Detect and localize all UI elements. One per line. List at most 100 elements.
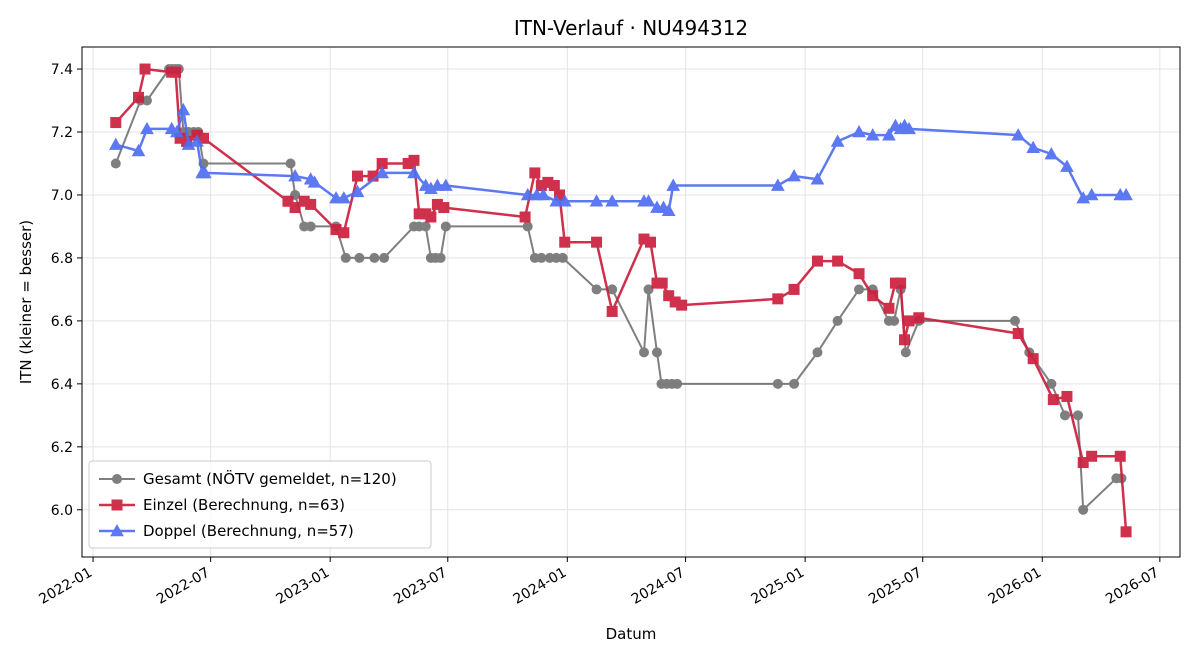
series-layer [108, 63, 1133, 538]
data-point [895, 277, 907, 289]
data-point [440, 221, 451, 232]
data-point [889, 315, 900, 326]
data-point [282, 195, 294, 207]
data-point [883, 302, 895, 314]
data-point [520, 187, 535, 201]
data-point [522, 221, 533, 232]
legend-box [88, 460, 432, 549]
y-tick-label: 6.0 [51, 503, 73, 519]
data-point [672, 378, 683, 389]
data-point [903, 315, 915, 327]
data-point [131, 143, 146, 157]
data-point [770, 178, 785, 191]
data-point [787, 169, 801, 182]
data-point [913, 312, 925, 324]
data-point [1072, 410, 1083, 421]
data-point [832, 255, 844, 267]
data-point [1047, 394, 1059, 406]
data-point [651, 347, 662, 358]
data-point [354, 252, 365, 263]
data-point [1026, 140, 1041, 154]
series-triangle [108, 102, 1133, 217]
data-point [638, 347, 649, 358]
data-point [529, 167, 541, 179]
data-point [133, 91, 145, 103]
data-point [557, 252, 568, 263]
data-point [435, 252, 446, 263]
y-tick-label: 7.2 [51, 125, 73, 141]
data-point [307, 175, 322, 188]
data-point [830, 134, 845, 147]
legend-swatch [99, 499, 135, 511]
data-point [305, 198, 317, 210]
data-point [1060, 410, 1071, 421]
data-point [289, 202, 301, 214]
data-point [644, 236, 656, 248]
data-point [676, 299, 688, 311]
y-tick-label: 6.8 [51, 251, 73, 267]
data-point [772, 378, 783, 389]
data-point [656, 277, 668, 289]
data-point [812, 347, 823, 358]
data-point [336, 191, 351, 204]
data-point [1060, 159, 1074, 172]
data-point [899, 334, 911, 346]
data-point [854, 284, 865, 295]
data-point [197, 165, 212, 179]
data-point [666, 178, 681, 191]
data-point [1077, 457, 1089, 469]
data-point [108, 137, 123, 150]
data-point [190, 134, 204, 147]
chart-title: ITN-Verlauf · NU494312 [514, 16, 748, 40]
data-point [591, 236, 603, 248]
data-point [536, 252, 547, 263]
legend-label: Doppel (Berechnung, n=57) [143, 522, 354, 540]
y-tick-label: 7.0 [51, 188, 73, 204]
y-axis-label: ITN (kleiner = besser) [17, 220, 35, 384]
data-point [789, 378, 800, 389]
data-point [832, 315, 843, 326]
legend-swatch [99, 523, 135, 537]
data-point [375, 165, 390, 179]
data-point [852, 124, 866, 138]
data-point [589, 194, 604, 207]
data-point [425, 211, 437, 223]
data-point [591, 284, 602, 295]
data-point [438, 202, 450, 214]
plot-frame [81, 46, 1181, 558]
data-point [288, 169, 302, 182]
data-point [1011, 128, 1026, 141]
data-point [1044, 147, 1059, 160]
legend-label: Gesamt (NÖTV gemeldet, n=120) [143, 469, 397, 488]
legend-label: Einzel (Berechnung, n=63) [143, 496, 345, 514]
data-point [420, 221, 431, 232]
data-point [1086, 450, 1098, 462]
legend-marker [111, 499, 123, 511]
data-point [661, 203, 676, 217]
data-point [902, 121, 916, 135]
data-point [663, 290, 675, 302]
data-point [1012, 327, 1024, 339]
data-point [1084, 187, 1099, 201]
data-point [788, 283, 800, 295]
data-point [110, 117, 122, 129]
data-point [170, 66, 182, 78]
x-axis-label: Datum [606, 625, 657, 643]
data-point [110, 158, 121, 169]
data-point [605, 194, 620, 207]
y-tick-label: 7.4 [51, 62, 73, 78]
data-point [379, 252, 390, 263]
data-point [340, 252, 351, 263]
data-point [1120, 526, 1132, 538]
data-point [1114, 450, 1126, 462]
data-point [557, 194, 572, 207]
data-point [536, 187, 551, 201]
y-tick-label: 6.2 [51, 440, 73, 456]
data-point [176, 102, 191, 116]
data-point [641, 194, 656, 207]
y-axis: 6.0 6.2 6.4 6.6 6.8 7.0 7.2 7.4 [51, 62, 82, 519]
legend-marker [112, 474, 122, 484]
legend-marker [110, 523, 124, 537]
data-point [140, 121, 154, 135]
